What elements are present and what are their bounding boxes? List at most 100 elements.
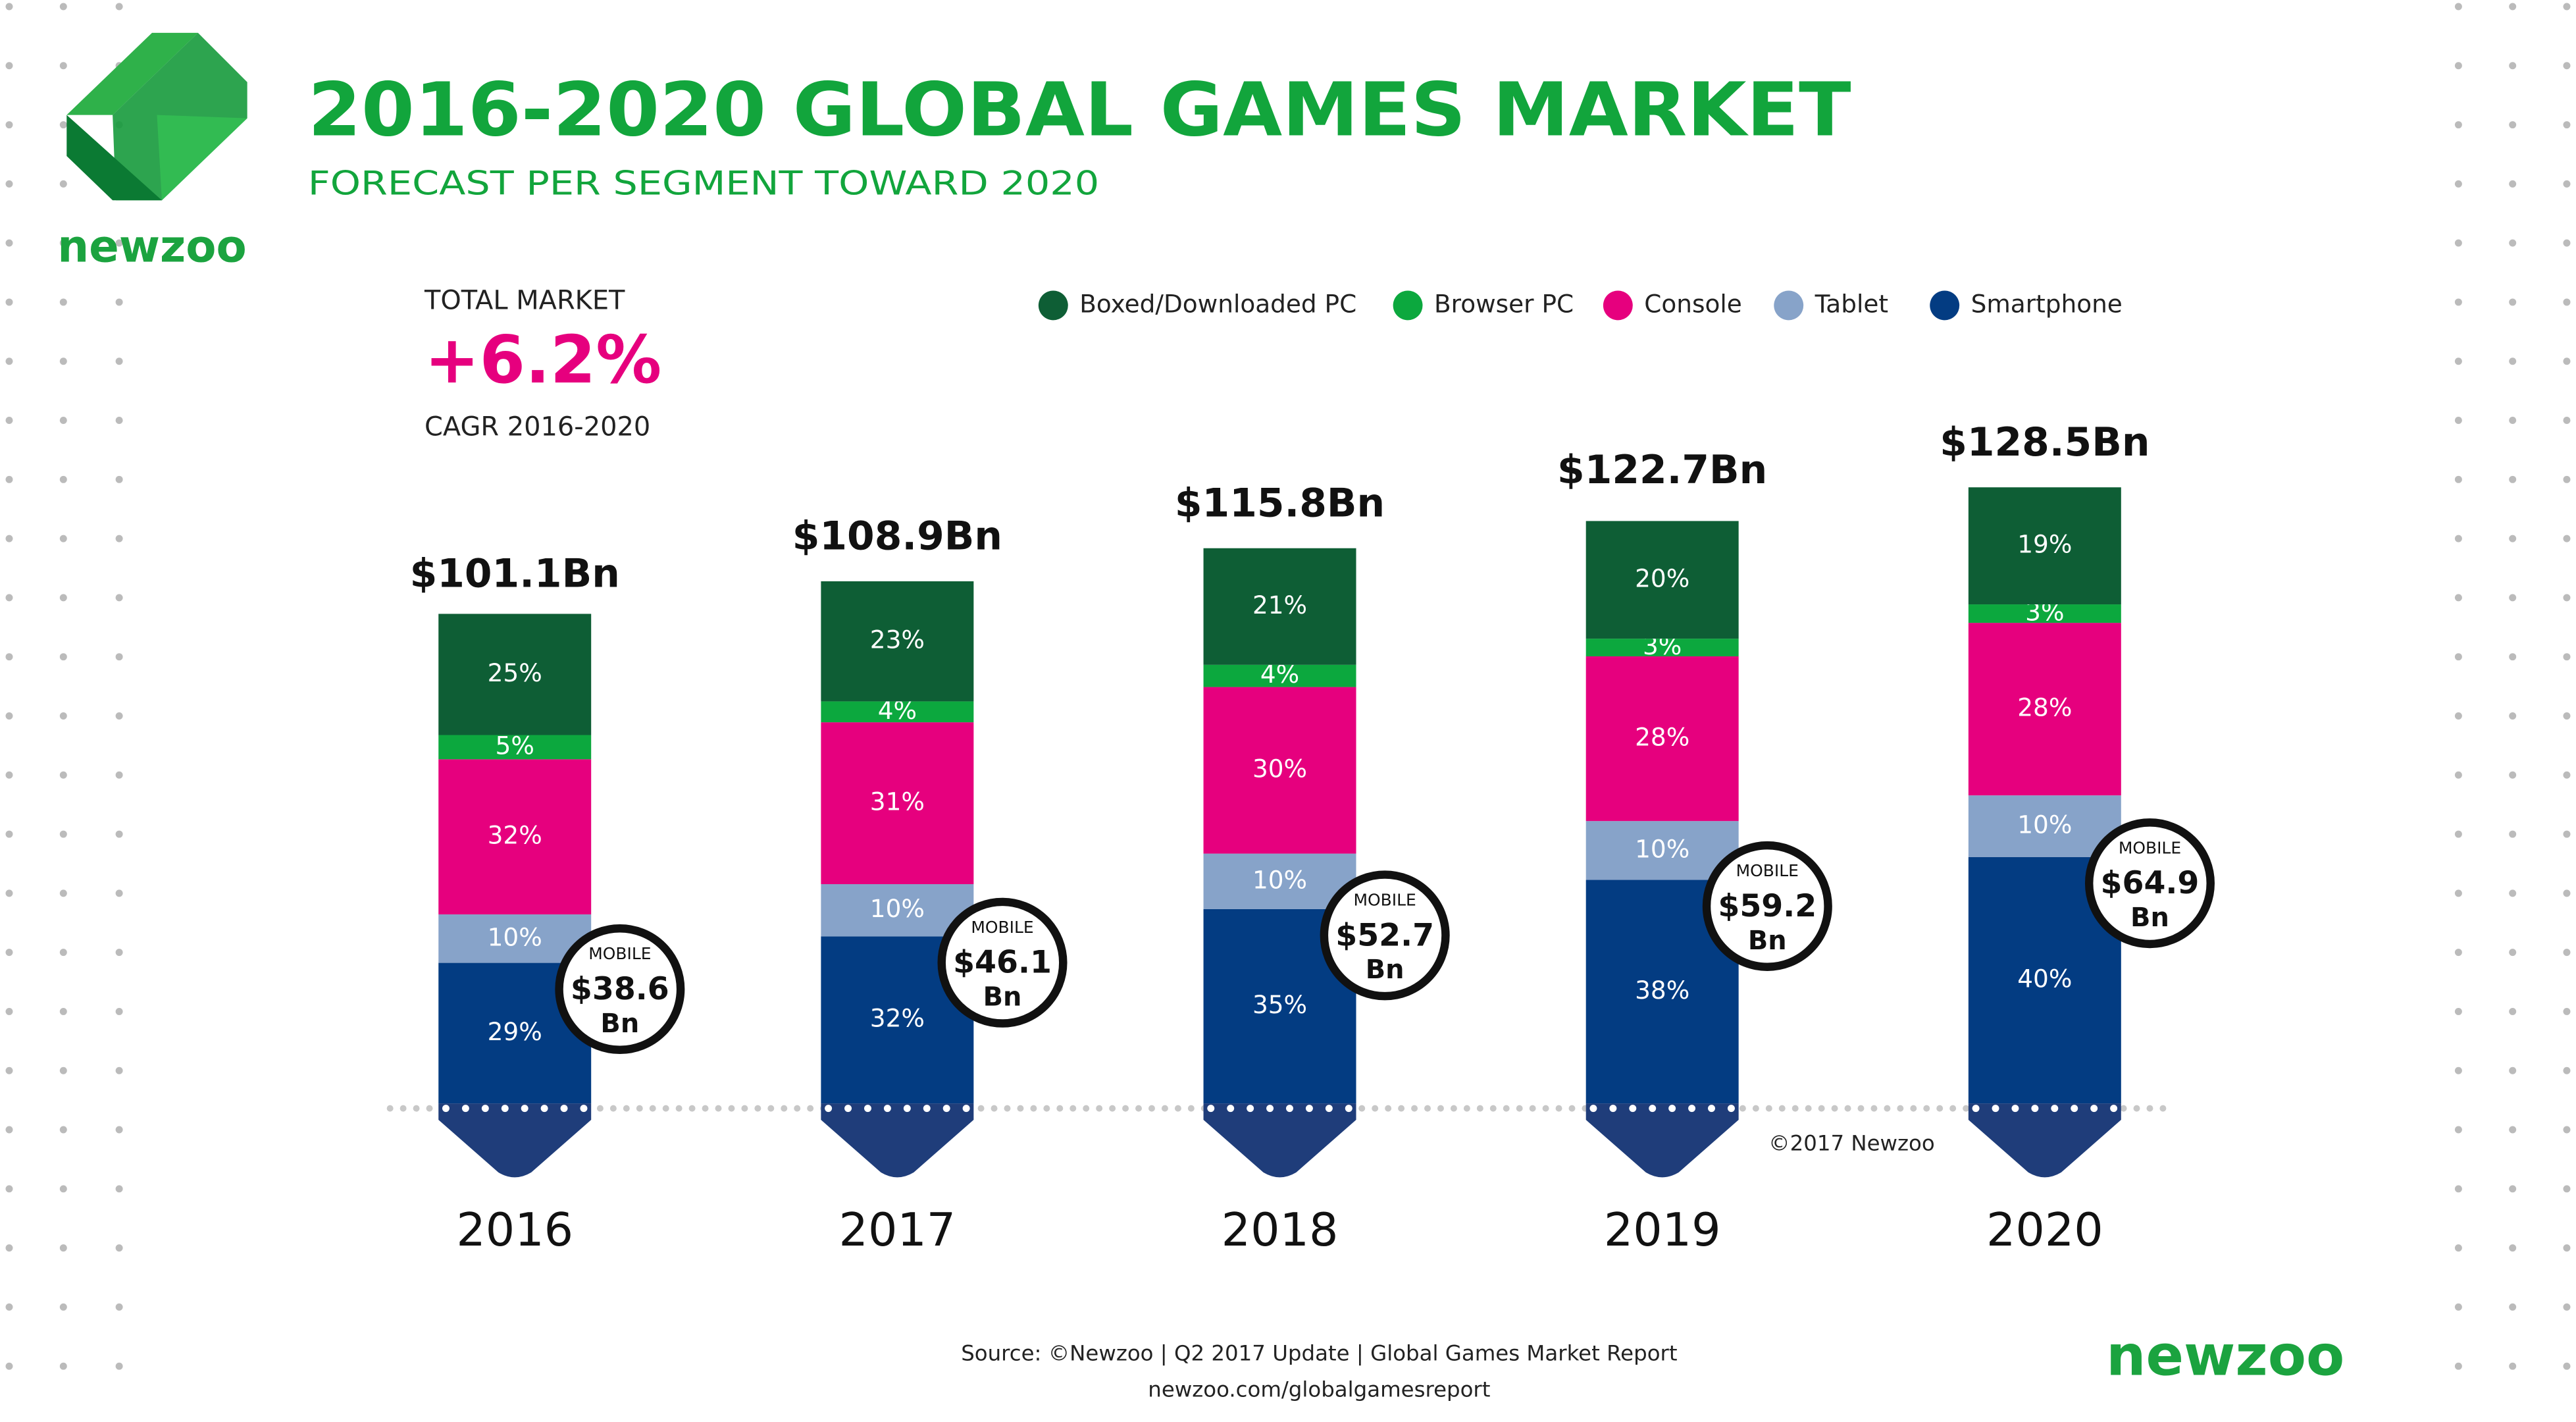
deco-dot: [5, 653, 13, 661]
deco-dot: [59, 949, 67, 957]
tail-dot: [1227, 1105, 1235, 1113]
deco-dot: [2563, 771, 2571, 779]
deco-dot: [2563, 1126, 2571, 1134]
bar-segment: [821, 581, 974, 702]
bar-tail: [438, 1103, 592, 1178]
mobile-badge: [1702, 841, 1832, 971]
deco-dot: [2509, 1185, 2517, 1193]
deco-dot: [2563, 3, 2571, 11]
deco-dot: [2454, 889, 2462, 897]
deco-dot: [5, 1303, 13, 1311]
legend-label: Console: [1644, 289, 1742, 318]
segment-label: 28%: [2017, 693, 2072, 722]
deco-dot: [5, 830, 13, 838]
tail-dot: [1247, 1105, 1254, 1113]
deco-dot: [2509, 1244, 2517, 1252]
tail-dot: [2090, 1105, 2098, 1113]
footer-brand: newzoo: [2106, 1323, 2344, 1388]
deco-dot: [115, 1303, 123, 1311]
tail-dot: [2051, 1105, 2059, 1113]
deco-dot: [2563, 1244, 2571, 1252]
tail-dot: [481, 1105, 489, 1113]
deco-dot: [2454, 653, 2462, 661]
tail-dot: [903, 1105, 911, 1113]
deco-dot: [5, 298, 13, 306]
tail-dot: [1708, 1105, 1715, 1113]
deco-dot: [2454, 62, 2462, 70]
deco-dot: [2454, 357, 2462, 365]
deco-dot: [2509, 62, 2517, 70]
deco-dot: [59, 535, 67, 542]
brand-logo: newzoo: [57, 221, 247, 273]
deco-dot: [59, 298, 67, 306]
deco-dot: [5, 1244, 13, 1252]
deco-dot: [2509, 121, 2517, 129]
callout-label: TOTAL MARKET: [424, 285, 625, 315]
deco-dot: [2509, 594, 2517, 602]
deco-dot: [2563, 830, 2571, 838]
tail-dot: [1345, 1105, 1352, 1113]
x-tick-label: 2020: [1986, 1203, 2103, 1257]
tail-dot: [825, 1105, 833, 1113]
deco-dot: [2509, 1007, 2517, 1015]
segment-label: 23%: [870, 625, 925, 654]
deco-dot: [2454, 1244, 2462, 1252]
mobile-label: MOBILE: [2119, 838, 2181, 857]
deco-dot: [2563, 1066, 2571, 1074]
bar-segment: [438, 735, 592, 760]
tail-dot: [844, 1105, 852, 1113]
legend-swatch: [1930, 290, 1960, 321]
segment-label: 35%: [1252, 990, 1307, 1019]
bar-segment: [1968, 487, 2121, 605]
segment-label: 5%: [496, 731, 534, 760]
mobile-unit: Bn: [600, 1009, 639, 1039]
segment-label: 32%: [488, 821, 542, 850]
deco-dot: [2509, 889, 2517, 897]
deco-dot: [2509, 1066, 2517, 1074]
source-url: newzoo.com/globalgamesreport: [1148, 1377, 1490, 1402]
deco-dot: [115, 1244, 123, 1252]
deco-dot: [5, 357, 13, 365]
segment-label: 21%: [1252, 591, 1307, 619]
deco-dot: [5, 535, 13, 542]
mobile-badge: [2084, 818, 2215, 949]
deco-dot: [59, 1126, 67, 1134]
deco-dot: [115, 1066, 123, 1074]
tail-dot: [863, 1105, 871, 1113]
deco-dot: [2509, 1126, 2517, 1134]
deco-dot: [2454, 535, 2462, 542]
deco-dot: [59, 830, 67, 838]
segment-label: 40%: [2017, 964, 2072, 993]
deco-dot: [115, 771, 123, 779]
deco-dot: [5, 3, 13, 11]
deco-dot: [2563, 1185, 2571, 1193]
deco-dot: [5, 1126, 13, 1134]
deco-dot: [115, 1126, 123, 1134]
deco-dot: [2563, 180, 2571, 188]
deco-dot: [59, 889, 67, 897]
tail-dot: [923, 1105, 931, 1113]
deco-dot: [59, 1244, 67, 1252]
tail-dot: [521, 1105, 528, 1113]
deco-dot: [5, 1362, 13, 1370]
deco-dot: [2563, 1362, 2571, 1370]
deco-dot: [2509, 417, 2517, 425]
deco-dot: [2509, 298, 2517, 306]
mobile-badge: [555, 924, 685, 1055]
deco-dot: [59, 653, 67, 661]
deco-dot: [2563, 62, 2571, 70]
bar-tail: [1203, 1103, 1356, 1178]
tail-dot: [1727, 1105, 1735, 1113]
mobile-label: MOBILE: [971, 918, 1033, 937]
deco-dot: [2563, 653, 2571, 661]
x-tick-label: 2019: [1604, 1203, 1721, 1257]
segment-label: 10%: [1635, 834, 1689, 863]
mobile-label: MOBILE: [1354, 890, 1416, 909]
segment-label: 10%: [2017, 810, 2072, 839]
deco-dot: [59, 121, 67, 129]
deco-dot: [115, 889, 123, 897]
deco-dot: [2454, 1066, 2462, 1074]
deco-dot: [5, 239, 13, 247]
deco-dot: [2454, 3, 2462, 11]
segment-label: 31%: [870, 787, 925, 816]
